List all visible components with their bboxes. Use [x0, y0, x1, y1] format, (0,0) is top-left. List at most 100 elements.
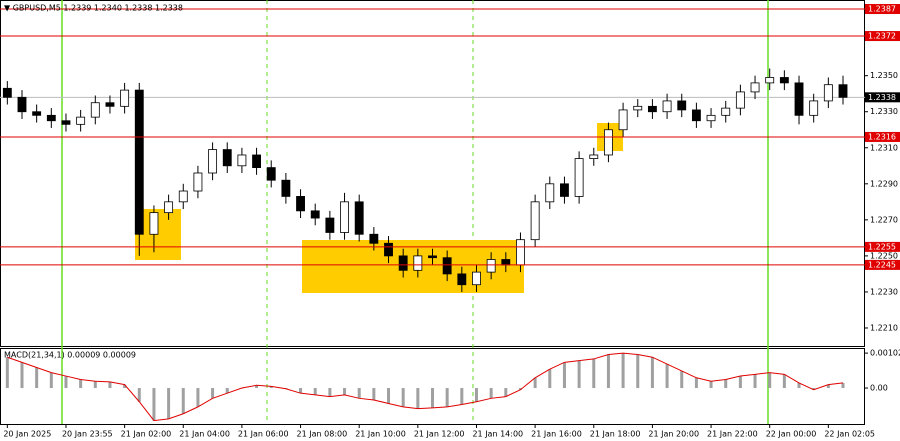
candle-body	[838, 84, 848, 98]
candle-body	[501, 259, 511, 266]
candle-body	[618, 109, 628, 131]
macd-bar	[562, 362, 566, 389]
x-tick-label: 21 Jan 22:00	[707, 430, 758, 439]
chart-title: ▼ GBPUSD,M5 1.2339 1.2340 1.2338 1.2338	[4, 4, 183, 13]
candle-body	[2, 87, 12, 98]
macd-bar	[489, 388, 493, 399]
x-tick-label: 21 Jan 18:00	[590, 430, 641, 439]
macd-bar	[269, 386, 273, 389]
candle-body	[779, 77, 789, 84]
level-label: 1.2316	[868, 132, 896, 141]
macd-bar	[64, 376, 68, 389]
macd-bar	[504, 388, 508, 397]
candle-body	[369, 233, 379, 244]
macd-bar	[79, 379, 83, 389]
level-label: 1.2255	[868, 242, 896, 251]
macd-bar	[724, 379, 728, 389]
candle-body	[516, 239, 525, 266]
candle-body	[457, 273, 467, 286]
macd-bar	[592, 358, 596, 389]
macd-bar	[357, 388, 361, 399]
macd-bar	[328, 388, 332, 397]
y-tick-label: 1.2310	[870, 143, 898, 152]
macd-bar	[137, 388, 141, 402]
macd-bar	[826, 384, 830, 389]
macd-bar	[416, 388, 420, 409]
candle-body	[735, 91, 745, 109]
candle-body	[134, 89, 144, 235]
macd-bar	[5, 357, 9, 389]
macd-bar	[93, 381, 97, 389]
macd-bar	[255, 385, 259, 389]
macd-bar	[225, 388, 229, 394]
candle-body	[794, 82, 804, 116]
macd-bar	[460, 388, 464, 405]
candle-body	[76, 116, 86, 125]
current-price-box	[865, 92, 900, 103]
y-tick-label: 1.2330	[870, 107, 898, 116]
plot-layer: 1.23501.23301.23101.22901.22701.22501.22…	[0, 4, 900, 439]
macd-bar	[709, 381, 713, 389]
candle-body	[442, 257, 452, 275]
macd-bar	[431, 388, 434, 408]
macd-bar	[35, 367, 39, 389]
candle-body	[486, 259, 496, 273]
candle-body	[472, 271, 481, 286]
candle-body	[647, 105, 657, 113]
candle-body	[120, 89, 130, 107]
macd-bar	[387, 388, 391, 404]
macd-frame	[0, 348, 865, 425]
macd-bar	[577, 360, 581, 389]
macd-bar	[768, 372, 772, 389]
level-label: 1.2372	[868, 32, 896, 41]
x-tick-label: 20 Jan 23:55	[62, 430, 113, 439]
macd-bar	[533, 377, 537, 389]
macd-title: MACD(21,34,1) 0.00009 0.00009	[4, 351, 136, 360]
macd-bar	[650, 357, 654, 389]
current-price-label: 1.2338	[868, 93, 896, 102]
candle-body	[325, 217, 335, 233]
macd-bar	[812, 388, 816, 390]
candle-body	[90, 102, 100, 118]
macd-bar	[211, 388, 215, 399]
macd-bar	[401, 388, 405, 407]
x-tick-label: 21 Jan 12:00	[414, 430, 465, 439]
candle-body	[266, 167, 276, 181]
candle-body	[677, 100, 687, 111]
candle-body	[604, 129, 613, 156]
x-tick-label: 21 Jan 08:00	[297, 430, 348, 439]
macd-bar	[313, 388, 317, 395]
candle-body	[560, 183, 569, 197]
macd-bar	[20, 362, 24, 389]
candle-body	[706, 114, 716, 122]
macd-bar	[372, 388, 376, 401]
macd-bar	[797, 382, 801, 389]
macd-bar	[181, 388, 185, 414]
candle-body	[252, 154, 261, 168]
x-tick-label: 21 Jan 20:00	[648, 430, 699, 439]
level-label: 1.2245	[868, 260, 896, 269]
macd-bar	[474, 388, 478, 402]
level-label-box	[865, 131, 900, 142]
candle-body	[530, 201, 540, 241]
candle-body	[765, 77, 775, 84]
macd-bar	[152, 388, 156, 421]
macd-bar	[548, 369, 552, 389]
y-tick-label: 1.2210	[870, 323, 898, 332]
macd-bar	[841, 382, 845, 389]
candle-body	[589, 154, 599, 159]
candle-body	[164, 201, 174, 214]
candle-body	[178, 190, 188, 203]
x-tick-label: 21 Jan 16:00	[531, 430, 582, 439]
macd-bar	[694, 377, 698, 389]
candle-body	[296, 196, 305, 212]
macd-bar	[299, 388, 303, 394]
main-frame	[0, 0, 865, 347]
macd-bar	[445, 388, 449, 407]
level-label-box	[865, 259, 900, 270]
macd-bar	[621, 353, 625, 389]
candle-body	[721, 107, 731, 116]
candle-body	[310, 210, 320, 219]
level-label: 1.2387	[868, 5, 896, 14]
